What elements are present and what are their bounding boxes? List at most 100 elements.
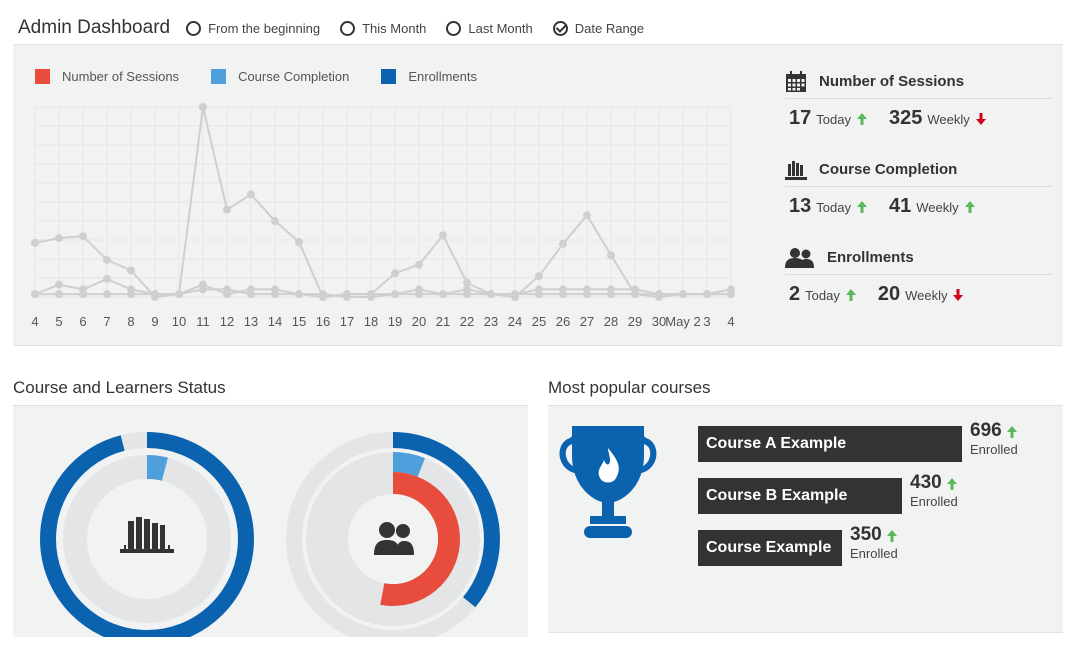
stat-sessions: Number of Sessions 17 Today 325 Weekly — [785, 65, 1053, 153]
data-point[interactable] — [247, 285, 255, 294]
stat-today-label: Today — [805, 288, 840, 303]
legend-item-sessions[interactable]: Number of Sessions — [35, 69, 179, 84]
x-tick-label: 29 — [628, 314, 642, 329]
stat-enrollments: Enrollments 2 Today 20 Weekly — [785, 241, 1053, 329]
data-point[interactable] — [295, 290, 303, 299]
data-point[interactable] — [463, 278, 471, 287]
course-enrolled-label: Enrolled — [910, 494, 958, 509]
x-tick-label: 25 — [532, 314, 546, 329]
data-point[interactable] — [199, 280, 207, 289]
stat-today-value: 17 — [789, 107, 812, 129]
data-point[interactable] — [247, 190, 255, 199]
data-point[interactable] — [607, 251, 615, 260]
series-line — [34, 106, 732, 299]
data-point[interactable] — [199, 103, 207, 111]
x-tick-label: 19 — [388, 314, 402, 329]
course-enrolled-count: 430 — [910, 472, 942, 493]
data-point[interactable] — [103, 274, 111, 283]
course-name-button[interactable]: Course Example — [698, 530, 842, 566]
data-point[interactable] — [727, 285, 735, 294]
data-point[interactable] — [271, 217, 279, 225]
learners-donut — [286, 432, 500, 637]
status-donuts — [40, 432, 500, 637]
data-point[interactable] — [463, 285, 471, 294]
data-point[interactable] — [391, 269, 399, 278]
users-icon — [374, 522, 414, 555]
radio-checked-icon[interactable] — [552, 20, 568, 36]
data-point[interactable] — [55, 280, 63, 289]
data-point[interactable] — [31, 290, 39, 299]
data-point[interactable] — [55, 234, 63, 243]
legend-item-enrollments[interactable]: Enrollments — [381, 69, 477, 84]
data-point[interactable] — [703, 290, 711, 299]
data-point[interactable] — [175, 290, 183, 299]
filter-date-range[interactable]: Date Range — [552, 20, 644, 36]
data-point[interactable] — [391, 290, 399, 299]
filter-last-month[interactable]: Last Month — [446, 20, 533, 36]
data-point[interactable] — [127, 285, 135, 294]
data-point[interactable] — [319, 293, 327, 301]
data-point[interactable] — [559, 239, 567, 248]
data-point[interactable] — [127, 266, 135, 275]
data-point[interactable] — [223, 290, 231, 299]
data-point[interactable] — [415, 285, 423, 294]
data-point[interactable] — [583, 211, 591, 220]
data-point[interactable] — [103, 255, 111, 264]
data-point[interactable] — [271, 285, 279, 294]
legend-swatch-completion — [211, 69, 227, 84]
activity-chart-panel: Number of Sessions Course Completion Enr… — [13, 44, 1063, 346]
stat-weekly-label: Weekly — [927, 112, 970, 127]
stat-weekly-value: 20 — [877, 283, 901, 305]
radio-icon[interactable] — [186, 20, 202, 36]
course-item-c: Course Example 350 Enrolled — [698, 524, 898, 566]
data-point[interactable] — [487, 290, 495, 299]
learners-inner-ring — [326, 472, 460, 606]
arrow-up-icon — [946, 478, 957, 490]
data-point[interactable] — [511, 293, 519, 301]
data-point[interactable] — [343, 290, 351, 299]
x-tick-label: 16 — [316, 314, 330, 329]
data-point[interactable] — [103, 290, 111, 299]
legend-swatch-sessions — [35, 69, 50, 84]
course-item-b: Course B Example 430 Enrolled — [698, 472, 958, 514]
data-point[interactable] — [223, 205, 231, 214]
legend-label: Course Completion — [238, 69, 350, 84]
course-name-button[interactable]: Course A Example — [698, 426, 962, 462]
data-point[interactable] — [559, 285, 567, 294]
data-point[interactable] — [55, 290, 63, 299]
legend-item-completion[interactable]: Course Completion — [211, 69, 349, 84]
x-tick-label: 15 — [292, 314, 306, 329]
data-point[interactable] — [295, 237, 303, 246]
x-tick-label: 30 — [652, 314, 666, 329]
filter-label: This Month — [362, 20, 427, 36]
data-point[interactable] — [439, 231, 447, 240]
data-point[interactable] — [79, 285, 87, 294]
data-point[interactable] — [151, 293, 159, 301]
radio-icon[interactable] — [446, 20, 462, 36]
filter-this-month[interactable]: This Month — [340, 20, 427, 36]
radio-icon[interactable] — [340, 20, 356, 36]
data-point[interactable] — [607, 285, 615, 294]
data-point[interactable] — [679, 290, 687, 299]
data-point[interactable] — [583, 285, 591, 294]
stat-title: Enrollments — [827, 249, 914, 266]
data-point[interactable] — [367, 290, 375, 299]
data-point[interactable] — [31, 238, 39, 247]
course-name-button[interactable]: Course B Example — [698, 478, 902, 514]
x-tick-label: 7 — [103, 314, 110, 329]
data-point[interactable] — [439, 290, 447, 299]
data-point[interactable] — [535, 272, 543, 281]
data-point[interactable] — [415, 260, 423, 269]
page-title: Admin Dashboard — [18, 17, 171, 38]
data-point[interactable] — [79, 232, 87, 241]
course-enrolled-label: Enrolled — [970, 442, 1018, 457]
x-tick-label: 22 — [460, 314, 474, 329]
data-point[interactable] — [655, 293, 663, 301]
stat-weekly-value: 41 — [888, 195, 912, 217]
data-point[interactable] — [631, 290, 639, 299]
data-point[interactable] — [535, 285, 543, 294]
filter-from-beginning[interactable]: From the beginning — [186, 20, 320, 36]
stat-completion: Course Completion 13 Today 41 Weekly — [785, 153, 1053, 241]
stat-title: Number of Sessions — [819, 73, 965, 90]
arrow-up-icon — [856, 201, 867, 213]
